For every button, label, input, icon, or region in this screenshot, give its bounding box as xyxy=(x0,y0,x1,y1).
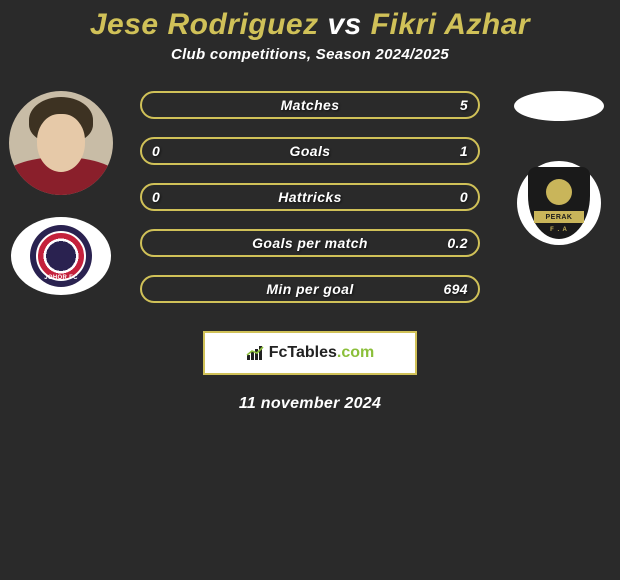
johor-crest-icon: JOHOR FC xyxy=(30,225,92,287)
player2-club-label: PERAK xyxy=(534,211,584,223)
brand-name: FcTables xyxy=(269,344,337,361)
stat-v2: 0 xyxy=(434,189,468,205)
stat-v2: 694 xyxy=(434,281,468,297)
player1-name: Jese Rodriguez xyxy=(90,8,319,41)
comparison-title: Jese Rodriguez vs Fikri Azhar xyxy=(0,0,620,46)
date-label: 11 november 2024 xyxy=(20,395,600,413)
stat-bar-gpm: Goals per match 0.2 xyxy=(140,229,480,257)
stat-label: Goals xyxy=(186,143,434,159)
season-subtitle: Club competitions, Season 2024/2025 xyxy=(0,46,620,63)
player2-avatar xyxy=(514,91,604,121)
player2-club-sublabel: F . A xyxy=(528,227,590,233)
player2-name: Fikri Azhar xyxy=(371,8,530,41)
stat-v1: 0 xyxy=(152,143,186,159)
stat-bar-goals: 0 Goals 1 xyxy=(140,137,480,165)
stat-label: Hattricks xyxy=(186,189,434,205)
stat-v2: 0.2 xyxy=(434,235,468,251)
brand-attribution: FcTables.com xyxy=(203,331,417,375)
vs-separator: vs xyxy=(327,8,361,41)
stat-v2: 5 xyxy=(434,97,468,113)
brand-text: FcTables.com xyxy=(269,344,375,362)
player2-side: PERAK F . A xyxy=(504,91,614,245)
stat-bar-mpg: Min per goal 694 xyxy=(140,275,480,303)
stat-bar-matches: Matches 5 xyxy=(140,91,480,119)
stat-bar-hattricks: 0 Hattricks 0 xyxy=(140,183,480,211)
stat-v2: 1 xyxy=(434,143,468,159)
brand-suffix: .com xyxy=(337,344,374,361)
content-area: JOHOR FC PERAK F . A Matches 5 0 Goals 1… xyxy=(0,91,620,413)
player1-avatar xyxy=(9,91,113,195)
perak-crest-icon: PERAK F . A xyxy=(528,167,590,239)
player1-club-label: JOHOR FC xyxy=(30,275,92,281)
brand-chart-icon xyxy=(246,345,266,361)
player1-club-badge: JOHOR FC xyxy=(11,217,111,295)
stat-v1: 0 xyxy=(152,189,186,205)
stat-label: Goals per match xyxy=(186,235,434,251)
player1-side: JOHOR FC xyxy=(6,91,116,295)
stat-label: Min per goal xyxy=(186,281,434,297)
stat-bars: Matches 5 0 Goals 1 0 Hattricks 0 Goals … xyxy=(140,91,480,303)
player2-club-badge: PERAK F . A xyxy=(517,161,601,245)
stat-label: Matches xyxy=(186,97,434,113)
